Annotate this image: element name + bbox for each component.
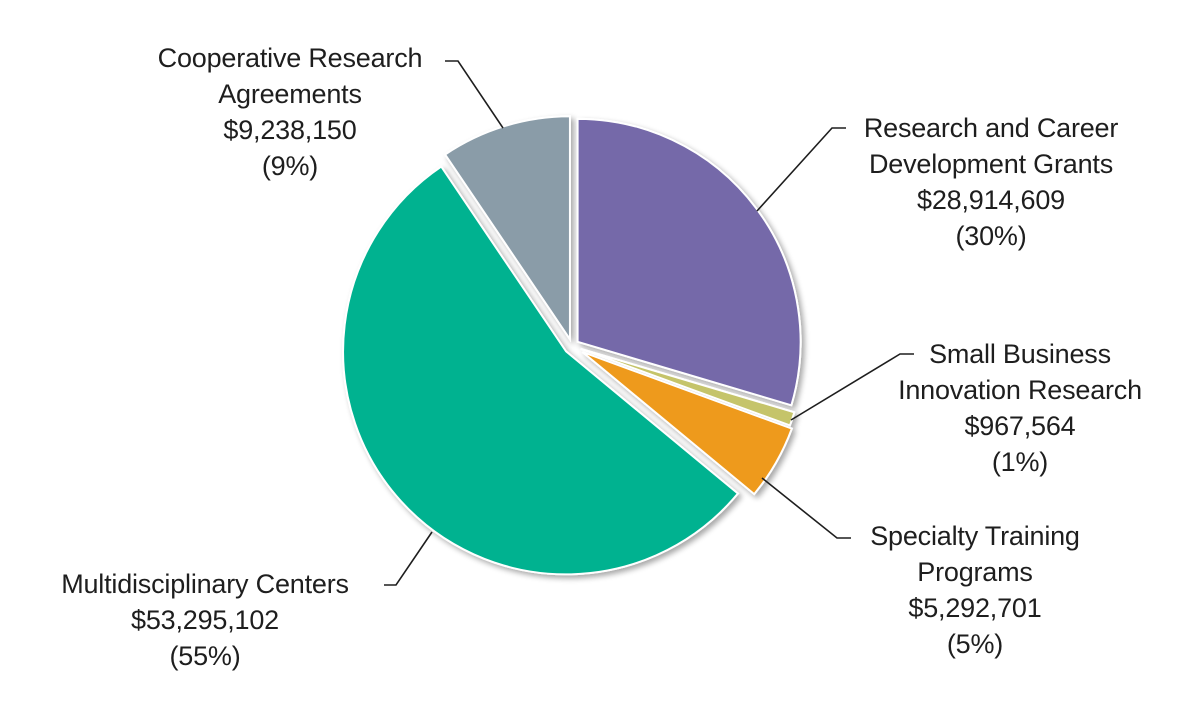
- label-research-career-value: $28,914,609: [917, 185, 1065, 215]
- label-research-career-name-2: Development Grants: [868, 149, 1113, 179]
- label-sbir-value: $967,564: [964, 411, 1076, 441]
- label-cooperative-name-1: Cooperative Research: [157, 43, 423, 73]
- leader-specialty-training: [761, 477, 851, 539]
- leader-lines: [384, 60, 914, 586]
- pie-slice-research-career: [576, 117, 802, 407]
- label-cooperative-value: $9,238,150: [223, 115, 357, 145]
- leader-sbir: [790, 353, 914, 421]
- label-multidisciplinary: Multidisciplinary Centers $53,295,102 (5…: [30, 566, 380, 674]
- label-sbir: Small Business Innovation Research $967,…: [880, 336, 1160, 480]
- label-multidisciplinary-value: $53,295,102: [131, 605, 279, 635]
- pie-slices: [342, 115, 802, 576]
- label-specialty-training-value: $5,292,701: [908, 593, 1042, 623]
- leader-multidisciplinary: [384, 531, 433, 586]
- label-cooperative: Cooperative Research Agreements $9,238,1…: [140, 40, 440, 184]
- label-specialty-training-name-2: Programs: [917, 557, 1033, 587]
- label-sbir-name-2: Innovation Research: [898, 375, 1142, 405]
- label-research-career: Research and Career Development Grants $…: [846, 110, 1136, 254]
- pie-slice-specialty-training: [581, 351, 794, 496]
- label-specialty-training-percent: (5%): [946, 629, 1004, 659]
- label-specialty-training: Specialty Training Programs $5,292,701 (…: [840, 518, 1110, 662]
- pie-slice-cooperative: [443, 115, 571, 343]
- label-multidisciplinary-percent: (55%): [169, 641, 241, 671]
- label-cooperative-name-2: Agreements: [218, 79, 362, 109]
- label-research-career-name-1: Research and Career: [863, 113, 1119, 143]
- label-sbir-percent: (1%): [991, 447, 1049, 477]
- pie-slice-multidisciplinary: [342, 165, 740, 576]
- label-multidisciplinary-name-1: Multidisciplinary Centers: [61, 569, 349, 599]
- label-specialty-training-name-1: Specialty Training: [870, 521, 1080, 551]
- leader-research-career: [756, 127, 846, 212]
- label-sbir-name-1: Small Business: [929, 339, 1111, 369]
- label-research-career-percent: (30%): [955, 221, 1027, 251]
- label-cooperative-percent: (9%): [261, 151, 319, 181]
- leader-cooperative: [445, 60, 504, 129]
